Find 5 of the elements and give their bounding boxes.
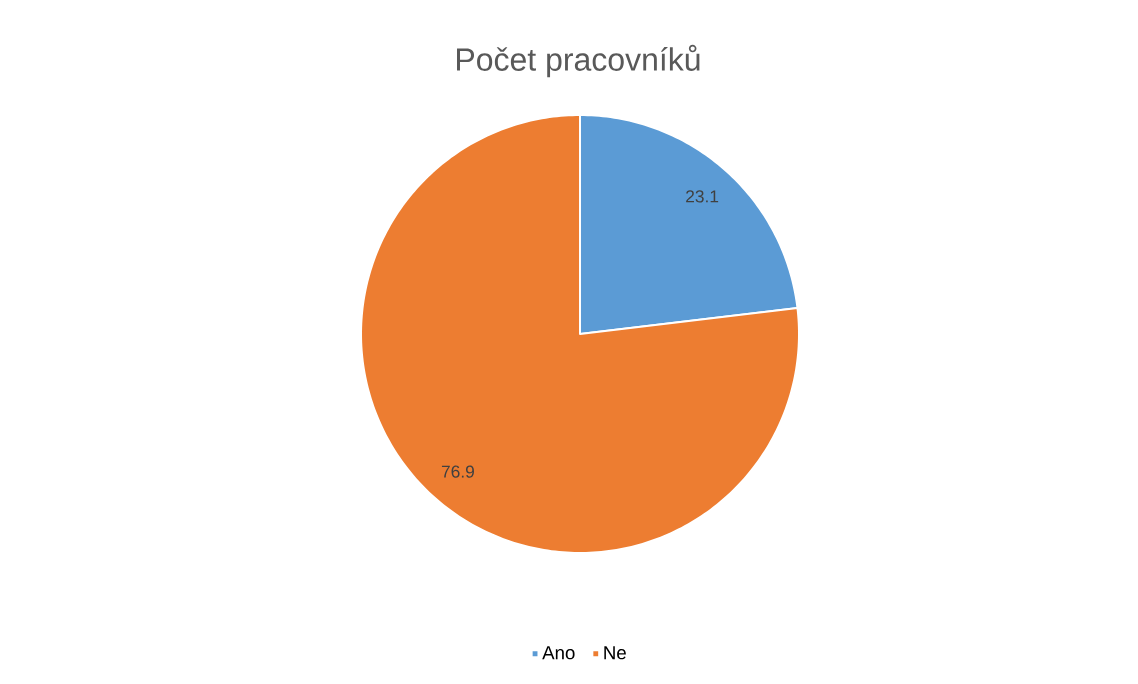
legend-label: Ne [604,646,626,660]
chart-title: Počet pracovníků [457,44,700,78]
data-label: 76.9 [441,465,474,478]
data-label: 23.1 [686,190,719,203]
legend-label: Ano [542,646,575,660]
